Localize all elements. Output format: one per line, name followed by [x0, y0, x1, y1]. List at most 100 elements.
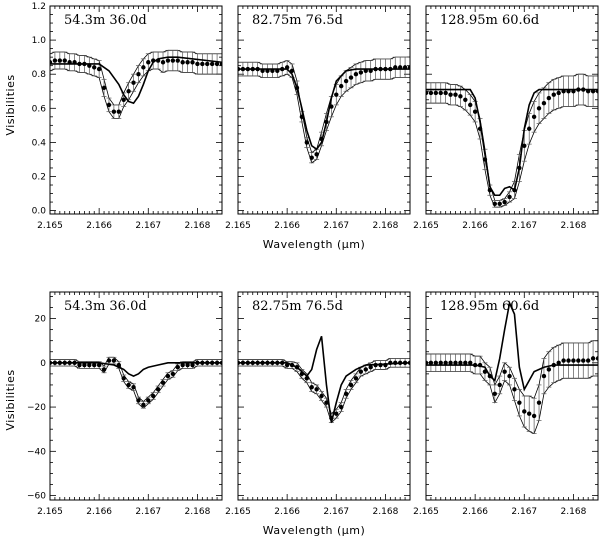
- data-point: [581, 87, 586, 92]
- data-point: [378, 66, 383, 72]
- data-point: [576, 87, 581, 92]
- data-point: [517, 165, 522, 171]
- model-curve: [50, 362, 222, 377]
- data-point: [280, 360, 285, 366]
- data-point: [250, 66, 255, 72]
- panel-plot-area: [426, 73, 598, 208]
- data-point: [151, 58, 156, 63]
- data-point: [131, 384, 136, 390]
- data-point: [571, 89, 576, 94]
- data-point: [175, 58, 180, 63]
- top-y-axis-label: Visibilities: [4, 74, 17, 135]
- data-point: [393, 65, 398, 70]
- data-point: [339, 404, 344, 410]
- y-tick-label: 0.8: [32, 70, 47, 80]
- panel-frame: [49, 291, 223, 501]
- data-point: [270, 68, 275, 73]
- panel-1-0: 2.165 2.166 2.167 2.168 −60 −40 −20 0 20 54.3m 36…: [27, 291, 223, 517]
- data-point: [260, 68, 265, 73]
- x-tick-label: 2.167: [323, 507, 349, 517]
- x-tick-label: 2.168: [561, 221, 587, 231]
- x-tick-label: 2.168: [185, 507, 211, 517]
- data-point: [309, 155, 314, 160]
- data-point: [238, 66, 241, 72]
- data-point: [556, 360, 561, 366]
- data-point: [304, 140, 309, 145]
- model-curve: [426, 88, 598, 197]
- model-curve: [426, 300, 598, 392]
- data-point: [111, 109, 117, 114]
- data-point: [170, 58, 176, 63]
- data-point: [106, 358, 112, 363]
- data-point: [546, 367, 552, 372]
- data-point: [487, 373, 493, 379]
- data-point: [62, 360, 67, 366]
- data-point: [477, 126, 483, 131]
- panel-plot-area: [426, 300, 598, 435]
- data-point: [245, 66, 251, 72]
- model-curve: [238, 335, 410, 423]
- data-point: [92, 65, 97, 70]
- data-point: [180, 362, 185, 368]
- data-point: [77, 61, 82, 67]
- data-point: [280, 66, 285, 72]
- data-point: [477, 362, 483, 368]
- data-point: [175, 365, 180, 370]
- data-point: [453, 360, 458, 366]
- data-point: [165, 373, 171, 379]
- y-tick-label: 1.2: [32, 2, 46, 12]
- data-point: [438, 360, 443, 366]
- data-point: [581, 358, 586, 363]
- data-point: [358, 369, 364, 374]
- data-point: [458, 94, 463, 99]
- x-tick-label: 2.166: [274, 507, 300, 517]
- data-point: [121, 376, 126, 381]
- data-point: [101, 367, 107, 372]
- data-point: [428, 360, 434, 366]
- data-point: [536, 106, 542, 111]
- data-point: [270, 360, 275, 366]
- data-point: [373, 362, 378, 368]
- data-point: [329, 104, 334, 109]
- x-tick-label: 2.168: [185, 221, 211, 231]
- data-point: [585, 358, 591, 363]
- x-tick-label: 2.167: [511, 221, 537, 231]
- x-tick-label: 2.166: [86, 221, 112, 231]
- panel-plot-area: [238, 56, 410, 164]
- data-point: [383, 66, 388, 72]
- data-point: [87, 362, 92, 368]
- data-point: [106, 102, 112, 108]
- data-point: [255, 360, 260, 366]
- data-point: [87, 63, 92, 68]
- data-point: [590, 89, 596, 94]
- x-tick-label: 2.165: [225, 507, 251, 517]
- data-point: [126, 382, 131, 388]
- x-tick-label: 2.165: [225, 221, 251, 231]
- panel-label: 128.95m 60.6d: [440, 13, 539, 28]
- data-point: [468, 360, 473, 366]
- data-point: [52, 360, 58, 366]
- data-point: [522, 409, 527, 414]
- data-point: [185, 362, 190, 368]
- data-point: [57, 58, 63, 63]
- data-point: [463, 97, 468, 102]
- panel-frame: [237, 5, 411, 215]
- data-point: [146, 398, 151, 403]
- data-point: [324, 400, 329, 405]
- data-point: [67, 60, 72, 65]
- data-point: [116, 362, 122, 368]
- data-point: [52, 58, 58, 63]
- data-point: [388, 360, 393, 366]
- data-point: [561, 358, 566, 363]
- data-point: [402, 65, 408, 70]
- data-point: [96, 66, 102, 72]
- data-point: [319, 393, 324, 399]
- data-point: [363, 68, 368, 73]
- x-tick-label: 2.165: [37, 507, 63, 517]
- data-point: [82, 61, 87, 67]
- data-point: [426, 90, 429, 96]
- data-point: [531, 114, 537, 120]
- data-point: [343, 78, 349, 84]
- data-point: [482, 369, 488, 374]
- error-envelope-lower: [238, 73, 410, 164]
